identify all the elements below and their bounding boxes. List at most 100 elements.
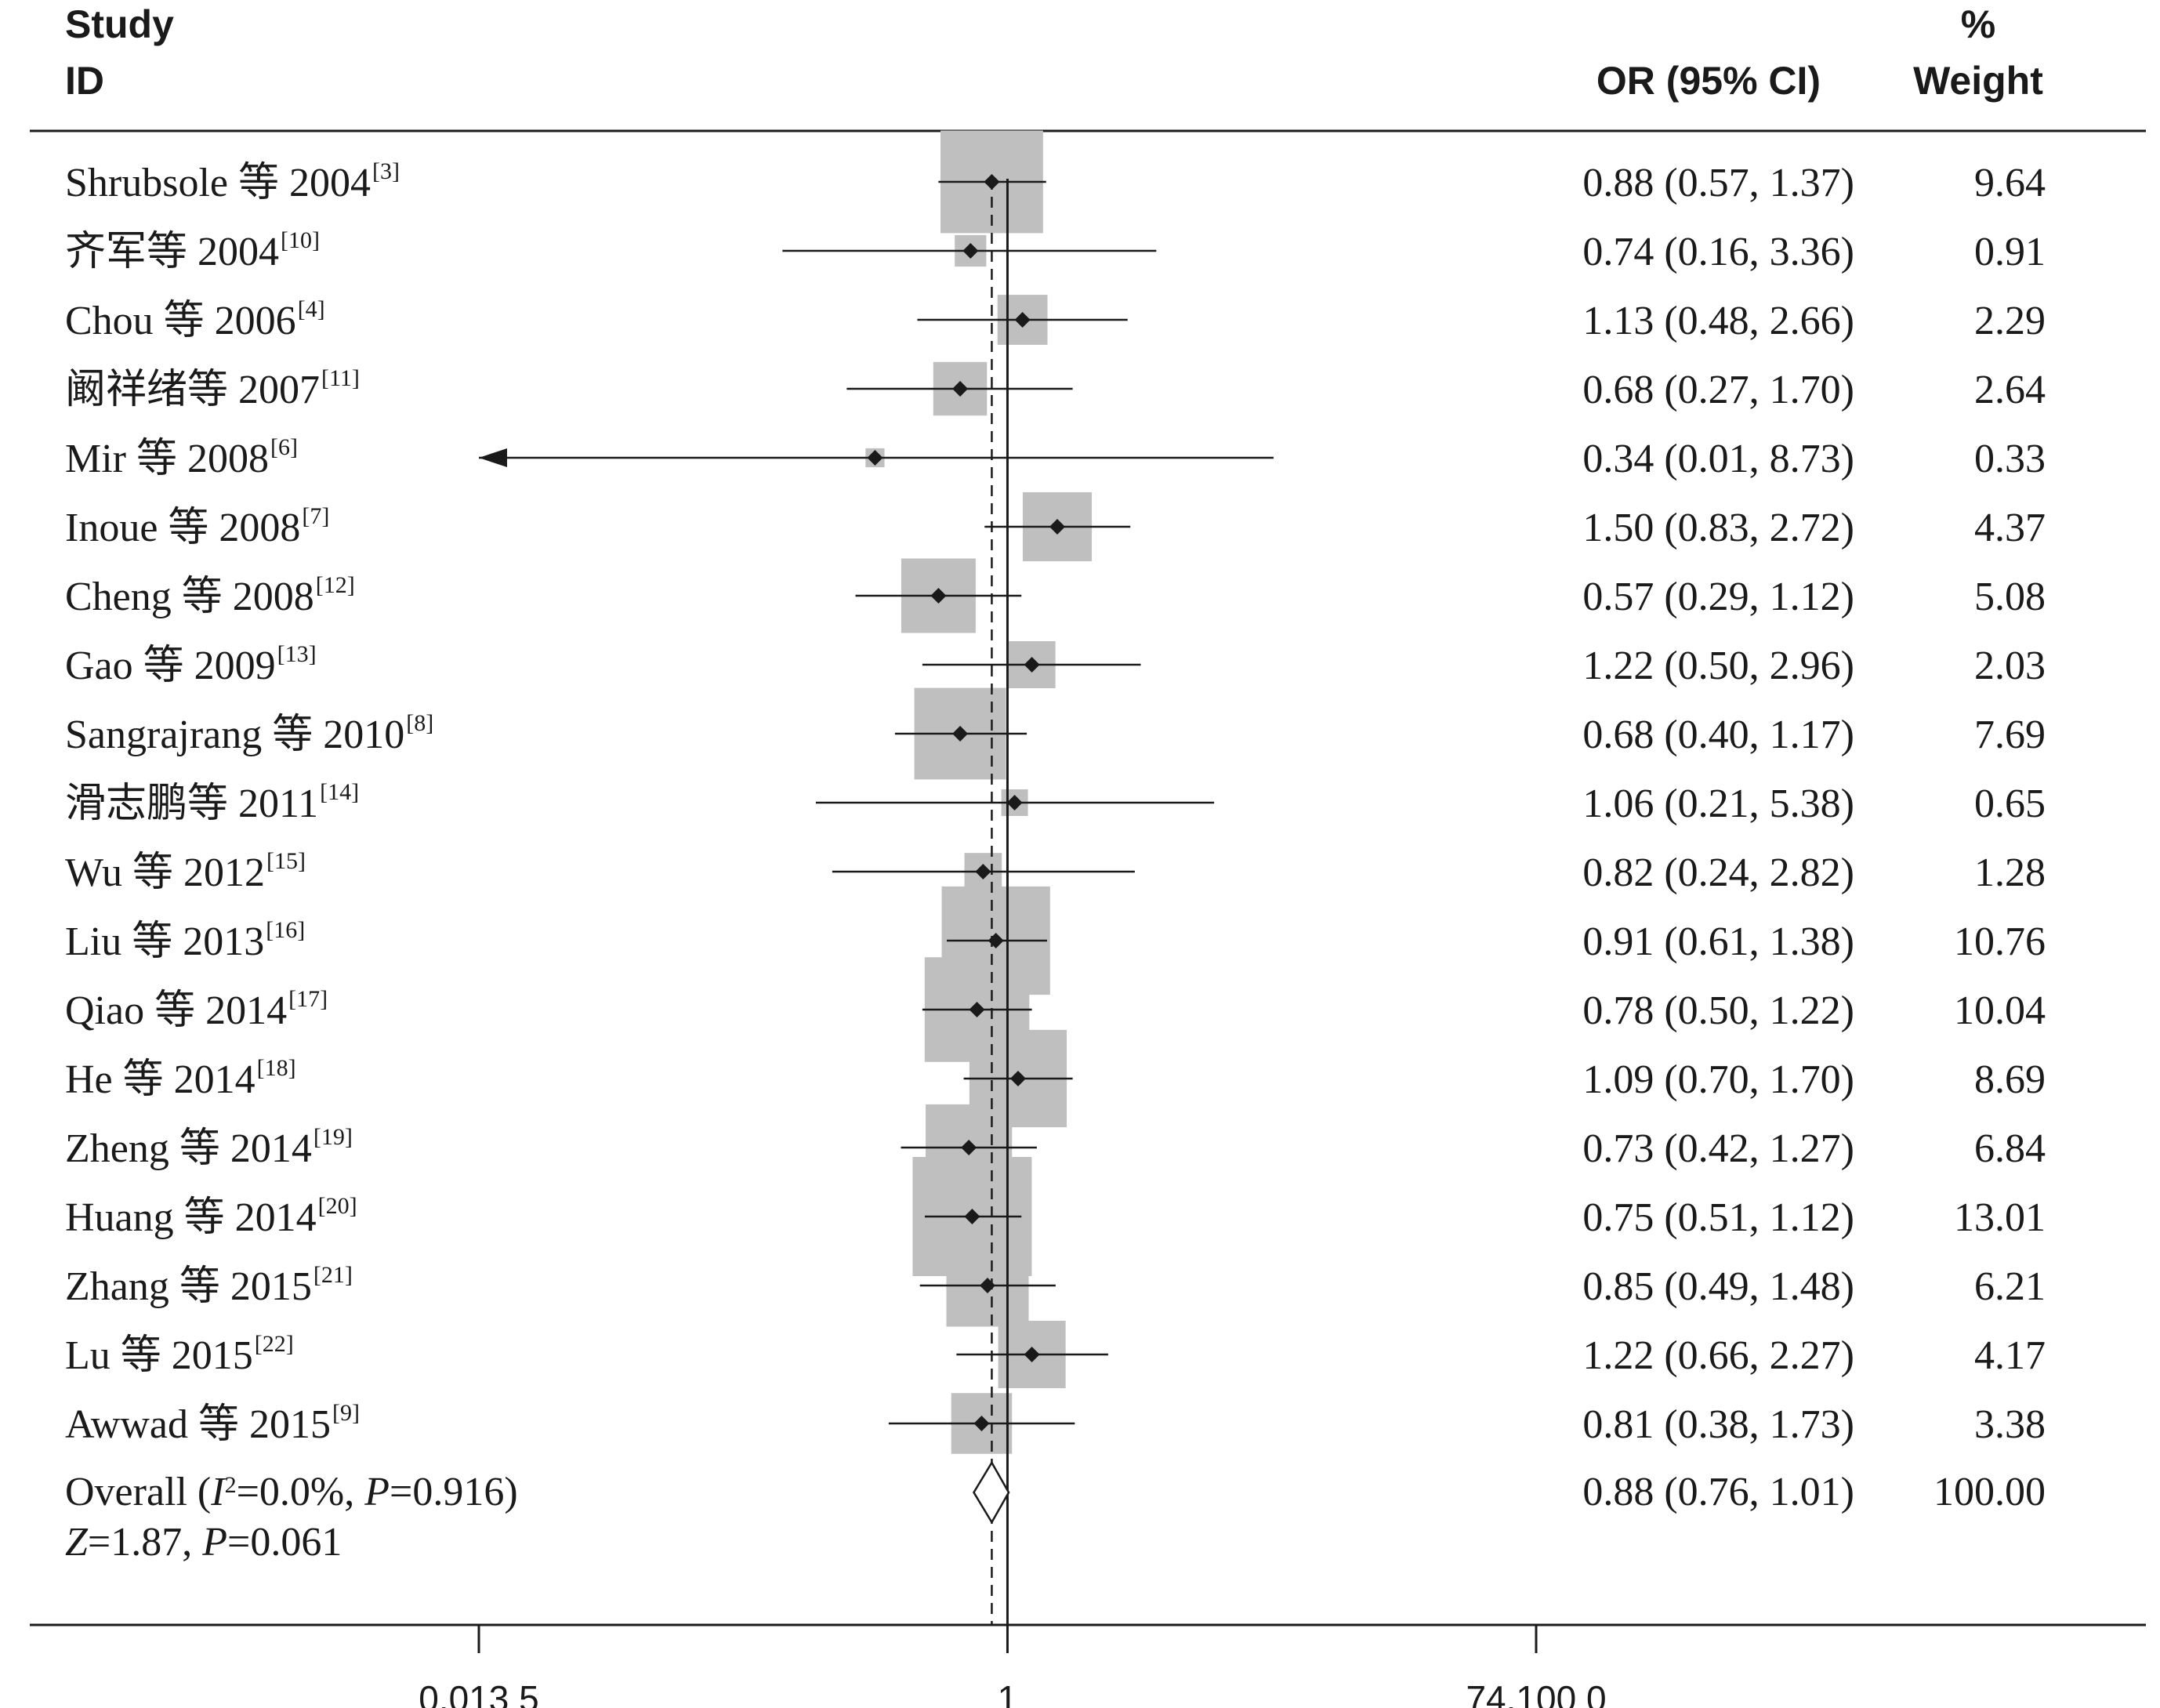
- study-label: Shrubsole 等 2004: [65, 161, 371, 205]
- study-ref: [17]: [288, 986, 328, 1012]
- study-ref: [18]: [257, 1055, 296, 1081]
- study-ref: [3]: [372, 158, 400, 184]
- point-estimate: [1006, 795, 1023, 810]
- point-estimate: [1009, 1071, 1026, 1086]
- overall-label-part: P: [364, 1470, 390, 1514]
- study-label: Lu 等 2015: [65, 1333, 253, 1378]
- study-ref: [4]: [298, 296, 325, 322]
- ci-arrow-left: [479, 448, 507, 467]
- overall-label-part: =0.0%,: [237, 1470, 365, 1514]
- weight-value: 2.29: [1974, 299, 2046, 343]
- or-ci-value: 1.09 (0.70, 1.70): [1582, 1057, 1854, 1102]
- or-ci-value: 1.06 (0.21, 5.38): [1582, 781, 1854, 826]
- study-ref: [19]: [313, 1124, 353, 1150]
- header-percent: %: [1961, 2, 1995, 46]
- study-label: He 等 2014: [65, 1057, 256, 1102]
- study-ref: [10]: [281, 227, 320, 253]
- x-axis-ticks: 0.013 5 1 74.100 0: [419, 1625, 1607, 1708]
- overall-diamond: [973, 1460, 1010, 1525]
- overall-label-part: I: [210, 1470, 227, 1514]
- or-ci-value: 1.22 (0.50, 2.96): [1582, 644, 1854, 688]
- study-label: 滑志鹏等 2011: [65, 781, 318, 826]
- study-ref: [20]: [318, 1193, 357, 1219]
- study-ref: [12]: [316, 572, 355, 598]
- study-label: Chou 等 2006: [65, 299, 296, 343]
- or-ci-value: 0.73 (0.42, 1.27): [1582, 1126, 1854, 1171]
- weight-value: 2.03: [1974, 644, 2046, 688]
- study-ref: [7]: [302, 503, 329, 529]
- or-ci-value: 0.81 (0.38, 1.73): [1582, 1402, 1854, 1447]
- study-ref: [14]: [320, 779, 359, 805]
- study-ref: [13]: [277, 641, 317, 667]
- weight-value: 4.37: [1974, 506, 2046, 550]
- weight-value: 4.17: [1974, 1333, 2046, 1378]
- weight-value: 0.33: [1974, 437, 2046, 481]
- weight-value: 0.65: [1974, 781, 2046, 826]
- weight-boxes: [865, 130, 1093, 1454]
- point-estimate: [988, 933, 1004, 948]
- study-label: Zhang 等 2015: [65, 1264, 312, 1309]
- weight-value: 0.91: [1974, 230, 2046, 274]
- overall-or-ci: 0.88 (0.76, 1.01): [1582, 1470, 1854, 1514]
- header-weight: Weight: [1913, 59, 2043, 103]
- point-estimate: [969, 1002, 985, 1017]
- or-ci-value: 0.91 (0.61, 1.38): [1582, 919, 1854, 964]
- study-label: Cheng 等 2008: [65, 575, 314, 619]
- study-label: Awwad 等 2015: [65, 1402, 331, 1447]
- or-ci-value: 0.74 (0.16, 3.36): [1582, 230, 1854, 274]
- or-ci-value: 0.68 (0.40, 1.17): [1582, 713, 1854, 757]
- or-ci-value: 1.22 (0.66, 2.27): [1582, 1333, 1854, 1378]
- point-estimate: [975, 864, 991, 879]
- study-ref: [8]: [406, 710, 433, 736]
- point-estimate: [973, 1416, 990, 1431]
- point-estimate: [964, 1209, 980, 1224]
- study-ref: [16]: [266, 917, 305, 943]
- overall-weight: 100.00: [1933, 1470, 2046, 1514]
- or-ci-value: 1.50 (0.83, 2.72): [1582, 506, 1854, 550]
- study-label: Inoue 等 2008: [65, 506, 300, 550]
- overall-z-part: P: [201, 1520, 227, 1565]
- x-tick-label: 74.100 0: [1466, 1678, 1606, 1708]
- or-ci-value: 0.88 (0.57, 1.37): [1582, 161, 1854, 205]
- header-id: ID: [65, 59, 104, 103]
- weight-value: 10.04: [1954, 988, 2046, 1033]
- point-estimate: [952, 726, 969, 742]
- weight-value: 6.21: [1974, 1264, 2046, 1309]
- point-estimate: [980, 1278, 996, 1293]
- overall-z-part: Z: [65, 1520, 89, 1565]
- overall-z-part: =1.87,: [88, 1520, 202, 1565]
- weight-value: 10.76: [1954, 919, 2046, 964]
- study-label: Wu 等 2012: [65, 850, 265, 895]
- point-estimate: [961, 1140, 977, 1155]
- weight-value: 5.08: [1974, 575, 2046, 619]
- weight-value: 3.38: [1974, 1402, 2046, 1447]
- weight-value: 6.84: [1974, 1126, 2046, 1171]
- point-estimate: [1049, 519, 1065, 535]
- overall-label-part: 2: [225, 1472, 237, 1498]
- study-label: Zheng 等 2014: [65, 1126, 312, 1171]
- header-or-ci: OR (95% CI): [1596, 59, 1821, 103]
- study-label: Qiao 等 2014: [65, 988, 287, 1033]
- or-ci-value: 0.82 (0.24, 2.82): [1582, 850, 1854, 895]
- weight-value: 13.01: [1954, 1195, 2046, 1240]
- overall-label-part: =0.916): [390, 1470, 518, 1514]
- or-ci-value: 0.85 (0.49, 1.48): [1582, 1264, 1854, 1309]
- or-ci-value: 0.75 (0.51, 1.12): [1582, 1195, 1854, 1240]
- study-ref: [15]: [266, 848, 306, 874]
- point-estimate: [1024, 1347, 1040, 1362]
- point-estimate: [867, 450, 883, 466]
- or-ci-value: 0.57 (0.29, 1.12): [1582, 575, 1854, 619]
- point-estimate: [1024, 657, 1040, 673]
- weight-value: 2.64: [1974, 368, 2046, 412]
- or-ci-value: 1.13 (0.48, 2.66): [1582, 299, 1854, 343]
- reference-lines: [991, 179, 1009, 1625]
- study-label: Mir 等 2008: [65, 437, 269, 481]
- study-label: Sangrajrang 等 2010: [65, 713, 404, 757]
- point-estimate: [984, 174, 1000, 190]
- weight-value: 9.64: [1974, 161, 2046, 205]
- overall-z-part: =0.061: [227, 1520, 342, 1565]
- confidence-intervals: [479, 174, 1274, 1525]
- or-ci-value: 0.78 (0.50, 1.22): [1582, 988, 1854, 1033]
- header-study: Study: [65, 2, 174, 46]
